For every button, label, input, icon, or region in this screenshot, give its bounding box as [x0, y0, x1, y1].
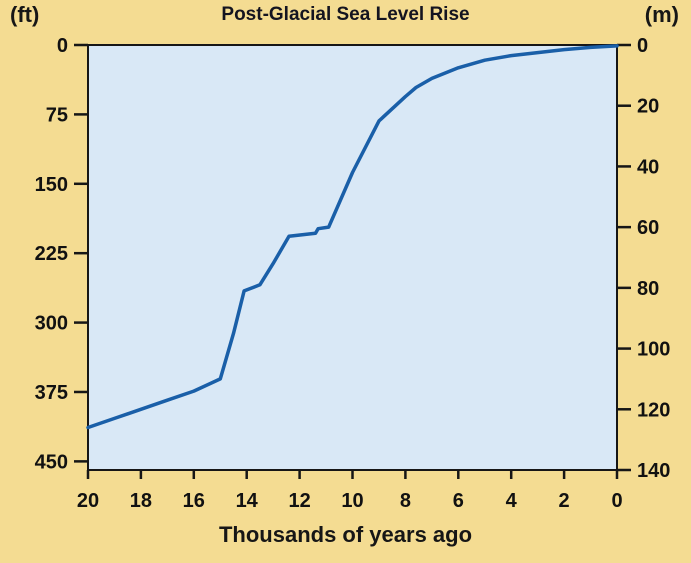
x-axis-tick-label: 20	[77, 490, 99, 512]
x-axis-tick-label: 2	[559, 490, 570, 512]
x-axis-tick-label: 4	[506, 490, 518, 512]
right-axis-tick-label: 0	[637, 35, 648, 57]
right-axis-tick-label: 140	[637, 460, 670, 482]
left-axis-tick-label: 0	[57, 35, 68, 57]
x-axis-tick-label: 6	[453, 490, 464, 512]
sea-level-line	[86, 44, 619, 430]
right-axis-tick-label: 120	[637, 399, 670, 421]
left-axis-tick-label: 225	[35, 243, 68, 265]
x-axis-tick-label: 12	[288, 490, 310, 512]
left-axis-tick-label: 450	[35, 451, 68, 473]
right-axis-tick-label: 20	[637, 96, 659, 118]
left-axis-tick-label: 300	[35, 313, 68, 335]
left-axis-unit-label: (ft)	[10, 2, 40, 27]
left-axis-tick-label: 375	[35, 382, 68, 404]
plot-area	[87, 44, 618, 471]
right-axis-tick-label: 60	[637, 217, 659, 239]
x-axis-tick-label: 0	[611, 490, 622, 512]
left-axis-tick-label: 150	[35, 174, 68, 196]
chart-title: Post-Glacial Sea Level Rise	[221, 4, 470, 25]
x-axis-tick-label: 16	[183, 490, 205, 512]
x-axis-title: Thousands of years ago	[218, 522, 473, 547]
right-axis-unit-label: (m)	[644, 2, 679, 27]
right-axis-tick-label: 40	[637, 156, 659, 178]
x-axis-tick-label: 14	[236, 490, 259, 512]
x-axis-tick-label: 18	[130, 490, 152, 512]
x-axis-tick-label: 10	[341, 490, 363, 512]
left-axis-tick-label: 75	[46, 104, 68, 126]
right-axis-tick-label: 100	[637, 339, 670, 361]
right-axis-tick-label: 80	[637, 278, 659, 300]
x-axis-tick-label: 8	[400, 490, 411, 512]
